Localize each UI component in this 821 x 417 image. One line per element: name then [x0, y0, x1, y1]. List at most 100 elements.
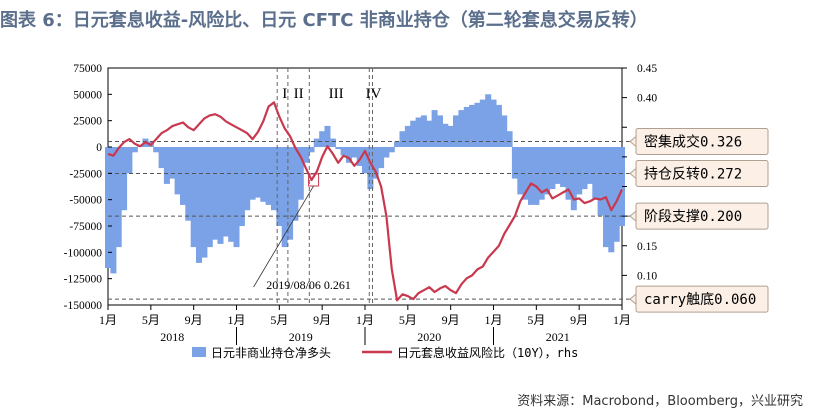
left-tick-label: -150000 [64, 300, 103, 312]
position-bar [463, 107, 470, 147]
position-bar [544, 147, 551, 195]
position-bar [608, 147, 615, 253]
year-label: 2021 [546, 330, 570, 344]
position-bar [115, 147, 122, 248]
position-bar [292, 147, 299, 221]
position-bar [560, 147, 567, 187]
position-bar [206, 147, 213, 248]
legend-label-bars: 日元非商业持仓净多头 [211, 345, 331, 360]
position-bar [485, 94, 492, 147]
position-bar [351, 147, 358, 158]
position-bar [121, 147, 128, 211]
position-bar [458, 110, 465, 147]
position-bar [329, 138, 336, 147]
legend-swatch-bars [192, 347, 206, 357]
x-tick-label: 5月 [399, 313, 417, 327]
left-tick-label: -125000 [64, 274, 103, 286]
position-bar [356, 147, 363, 166]
x-tick-label: 1月 [227, 313, 245, 327]
x-tick-label: 1月 [99, 313, 117, 327]
position-bar [533, 147, 540, 205]
x-tick-label: 9月 [570, 313, 588, 327]
left-tick-label: -75000 [69, 221, 102, 233]
position-bar [586, 147, 593, 184]
x-tick-label: 1月 [484, 313, 502, 327]
position-bar [490, 99, 497, 147]
position-bar [506, 131, 513, 147]
position-bar [570, 147, 577, 211]
position-bar [522, 147, 529, 200]
source-note: 资料来源：Macrobond，Bloomberg，兴业研究 [517, 394, 803, 409]
position-bar [303, 147, 310, 163]
x-tick-label: 9月 [442, 313, 460, 327]
position-bar [346, 147, 352, 163]
position-bar [265, 147, 272, 205]
threshold-callout-label: carry触底0.060 [644, 292, 756, 308]
position-bar [281, 147, 288, 248]
position-bar [474, 102, 481, 147]
position-bar [469, 104, 476, 147]
phase-label: III [329, 86, 344, 102]
left-tick-label: -25000 [69, 168, 102, 180]
x-tick-label: 5月 [527, 313, 545, 327]
chart-title: 图表 6：日元套息收益-风险比、日元 CFTC 非商业持仓（第二轮套息交易反转） [0, 10, 648, 31]
threshold-callout-label: 阶段支撑0.200 [644, 209, 742, 225]
position-bar [592, 147, 599, 200]
position-bar [153, 147, 160, 153]
position-bar [196, 147, 202, 263]
phase-label: I [282, 86, 287, 102]
right-tick-label: 0.40 [637, 93, 657, 105]
phase-label: II [294, 86, 304, 102]
left-tick-label: -50000 [69, 195, 102, 207]
position-bar [324, 125, 331, 147]
position-bar [335, 147, 342, 150]
position-bar [185, 147, 192, 221]
position-bar [244, 147, 251, 211]
x-tick-label: 5月 [270, 313, 288, 327]
left-tick-label: 75000 [73, 63, 102, 75]
position-bar [254, 147, 261, 198]
position-bar [131, 147, 138, 153]
position-bar [228, 147, 235, 242]
year-label: 2018 [160, 330, 184, 344]
position-bar [222, 147, 229, 237]
position-bar [249, 147, 256, 200]
year-label: 2020 [417, 330, 441, 344]
x-tick-label: 5月 [142, 313, 160, 327]
position-bar [576, 147, 583, 195]
callout-pointer [629, 135, 637, 148]
position-bar [495, 104, 502, 147]
position-bar [340, 147, 347, 156]
position-bar [442, 123, 449, 147]
position-bar [110, 147, 117, 274]
x-tick-label: 9月 [313, 313, 331, 327]
position-bar [528, 147, 534, 205]
carry-ratio-line [107, 101, 624, 302]
x-tick-label: 9月 [185, 313, 203, 327]
year-label: 2019 [289, 330, 313, 344]
right-tick-label: 0.10 [637, 270, 657, 282]
position-bar [190, 147, 197, 248]
position-bar [501, 115, 508, 147]
position-bar [287, 147, 294, 240]
legend-label-line: 日元套息收益风险比（10Y），rhs [397, 345, 578, 360]
position-bar [126, 147, 133, 174]
position-bar [426, 120, 433, 147]
position-bar [271, 147, 277, 211]
annotation-leader [253, 185, 314, 288]
position-bar [105, 147, 111, 269]
position-bar [174, 147, 181, 195]
position-bar [372, 147, 379, 179]
position-bar [410, 120, 417, 147]
position-bar [415, 117, 422, 147]
left-tick-label: 0 [96, 142, 102, 154]
position-bar [388, 147, 395, 153]
position-bar [367, 147, 374, 190]
position-bar [180, 147, 186, 205]
position-bar [276, 147, 283, 226]
threshold-callout-label: 密集成交0.326 [644, 133, 742, 150]
position-bar [613, 147, 620, 242]
position-bar [565, 147, 572, 200]
position-bar [212, 147, 219, 240]
position-bar [554, 147, 561, 184]
